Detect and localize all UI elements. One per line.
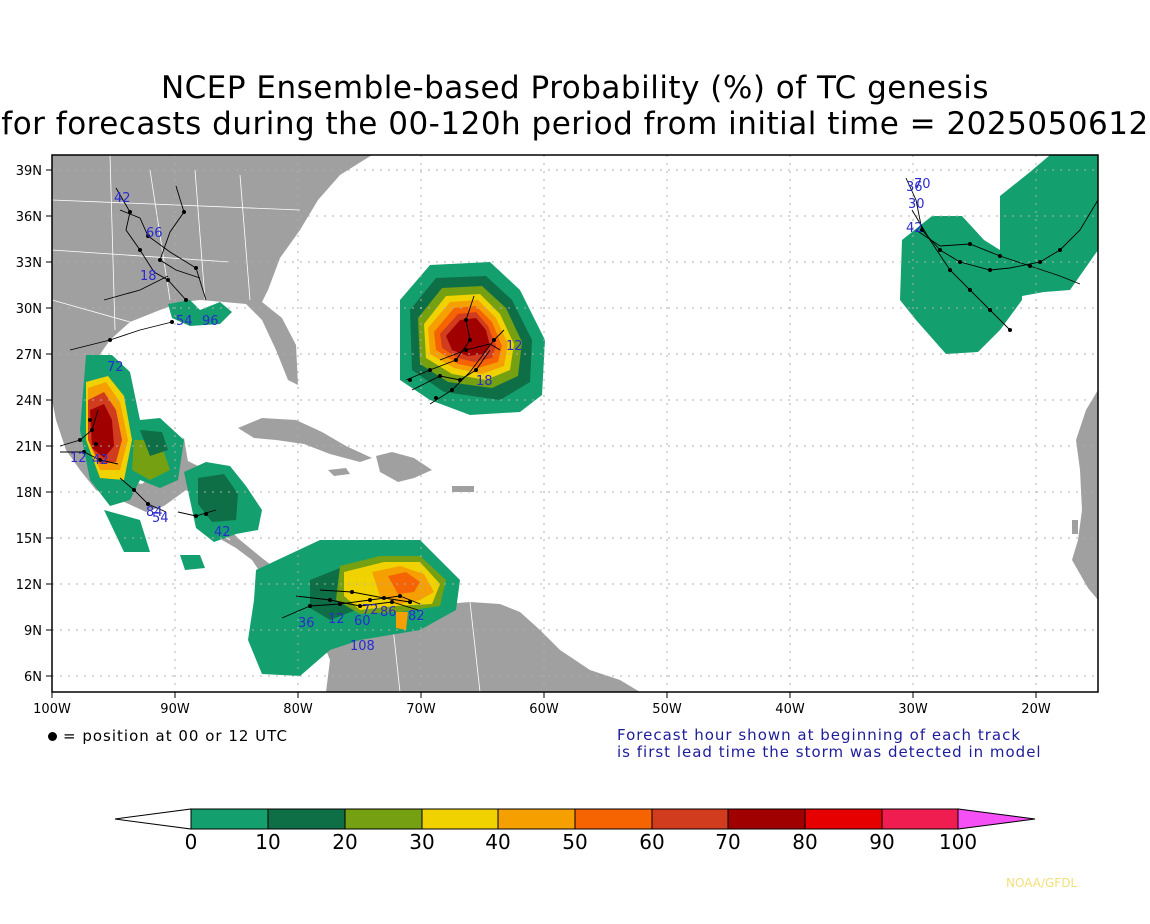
lon-label: 90W xyxy=(160,702,190,717)
land-africa xyxy=(1072,390,1098,600)
colorbar-swatch xyxy=(190,808,269,830)
colorbar: 0 10 20 30 40 50 60 70 80 90 100 xyxy=(114,808,1036,854)
colorbar-swatch xyxy=(574,808,653,830)
hour-label: 82 xyxy=(408,609,425,624)
chart-title-line1: NCEP Ensemble-based Probability (%) of T… xyxy=(160,70,990,106)
colorbar-high-arrow xyxy=(957,808,1036,830)
credit-text: NOAA/GFDL xyxy=(1006,876,1078,890)
hour-label: 36 xyxy=(906,180,923,195)
lon-label: 50W xyxy=(652,702,682,717)
hour-label: 18 xyxy=(140,269,157,284)
lat-label: 9N xyxy=(24,624,42,639)
land-jamaica xyxy=(328,468,350,476)
land-hispaniola xyxy=(376,452,432,482)
colorbar-label: 20 xyxy=(332,830,357,854)
colorbar-swatch xyxy=(497,808,576,830)
colorbar-swatch xyxy=(727,808,806,830)
lon-label: 20W xyxy=(1021,702,1051,717)
hour-label: 86 xyxy=(380,605,397,620)
colorbar-label: 40 xyxy=(485,830,510,854)
colorbar-swatch xyxy=(804,808,883,830)
lat-label: 21N xyxy=(16,440,42,455)
land-puerto-rico xyxy=(452,486,474,492)
probability-gulf-west xyxy=(80,355,184,552)
hour-label: 66 xyxy=(146,226,163,241)
lon-label: 80W xyxy=(283,702,313,717)
lat-label: 30N xyxy=(16,302,42,317)
hour-label: 108 xyxy=(350,639,375,654)
hour-label: 42 xyxy=(114,191,131,206)
hour-label: 72 xyxy=(107,360,124,375)
track-hour-labels: 72 12 42 96 54 84 42 42 66 18 54 12 18 3… xyxy=(70,177,931,654)
forecast-hour-note: Forecast hour shown at beginning of each… xyxy=(617,727,1042,761)
colorbar-label: 90 xyxy=(869,830,894,854)
hour-label: 54 xyxy=(152,511,169,526)
legend-position-note: = position at 00 or 12 UTC xyxy=(48,727,288,745)
probability-atlantic-central xyxy=(400,262,545,415)
hour-label: 42 xyxy=(92,453,109,468)
land-canary xyxy=(1072,520,1078,534)
hour-label: 12 xyxy=(70,451,87,466)
latitude-labels: 39N 36N 33N 30N 27N 24N 21N 18N 15N 12N … xyxy=(16,164,42,685)
lon-label: 100W xyxy=(33,702,71,717)
hour-label: 42 xyxy=(906,221,923,236)
colorbar-low-arrow xyxy=(114,808,192,830)
lat-label: 33N xyxy=(16,256,42,271)
colorbar-swatch xyxy=(881,808,959,830)
lon-label: 40W xyxy=(775,702,805,717)
axis-ticks xyxy=(46,169,1037,698)
lat-label: 36N xyxy=(16,210,42,225)
probability-central-america xyxy=(180,462,262,570)
colorbar-label: 60 xyxy=(639,830,664,854)
map-frame xyxy=(51,154,1099,693)
hour-label: 72 xyxy=(362,603,379,618)
colorbar-label: 70 xyxy=(715,830,740,854)
lat-label: 18N xyxy=(16,486,42,501)
lat-label: 39N xyxy=(16,164,42,179)
political-boundaries xyxy=(52,155,481,692)
legend-position-text: = position at 00 or 12 UTC xyxy=(63,727,288,745)
colorbar-label: 0 xyxy=(185,830,198,854)
lon-label: 70W xyxy=(406,702,436,717)
hour-label: 30 xyxy=(908,197,925,212)
forecast-hour-note-line1: Forecast hour shown at beginning of each… xyxy=(617,726,1022,744)
lat-label: 15N xyxy=(16,532,42,547)
colorbar-label: 100 xyxy=(939,830,977,854)
colorbar-swatch xyxy=(344,808,423,830)
lat-label: 12N xyxy=(16,578,42,593)
longitude-labels: 100W 90W 80W 70W 60W 50W 40W 30W 20W xyxy=(33,702,1051,717)
colorbar-swatch xyxy=(267,808,346,830)
hour-label: 36 xyxy=(298,616,315,631)
hour-label: 96 xyxy=(202,314,219,329)
colorbar-label: 10 xyxy=(255,830,280,854)
land-cuba xyxy=(238,418,372,462)
hour-label: 12 xyxy=(506,339,523,354)
hour-label: 42 xyxy=(214,525,231,540)
lat-label: 24N xyxy=(16,394,42,409)
lat-label: 6N xyxy=(24,670,42,685)
hour-label: 84 xyxy=(146,505,163,520)
chart-title-line2: for forecasts during the 00-120h period … xyxy=(1,106,1149,142)
lon-label: 30W xyxy=(898,702,928,717)
colorbar-swatch xyxy=(651,808,729,830)
hour-label: 60 xyxy=(354,614,371,629)
colorbar-label: 30 xyxy=(409,830,434,854)
colorbar-label: 80 xyxy=(792,830,817,854)
lon-label: 60W xyxy=(529,702,559,717)
track-points xyxy=(78,210,1062,608)
colorbar-swatch xyxy=(421,808,499,830)
colorbar-label: 50 xyxy=(562,830,587,854)
gridlines xyxy=(52,155,1098,692)
probability-southeast-us xyxy=(168,300,232,326)
position-dot-icon xyxy=(48,732,57,741)
hour-label: 70 xyxy=(914,177,931,192)
lat-label: 27N xyxy=(16,348,42,363)
forecast-hour-note-line2: is first lead time the storm was detecte… xyxy=(617,743,1042,761)
land-north-america xyxy=(52,155,372,640)
hour-label: 12 xyxy=(328,612,345,627)
hour-label: 18 xyxy=(476,374,493,389)
probability-caribbean xyxy=(248,540,460,676)
hour-label: 54 xyxy=(176,314,193,329)
